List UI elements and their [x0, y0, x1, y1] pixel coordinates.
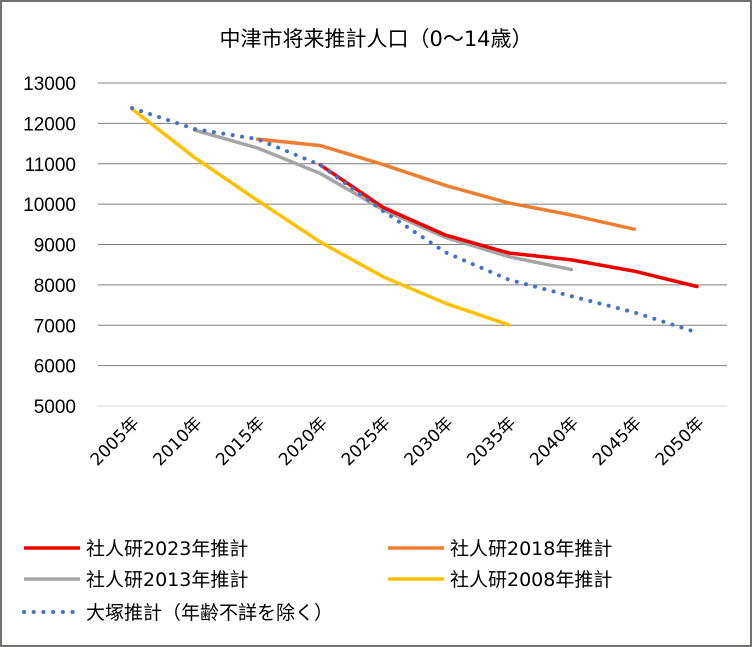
- y-tick-label: 11000: [25, 155, 76, 176]
- legend-item: 社人研2018年推計: [388, 538, 612, 560]
- series-line-0: [318, 163, 699, 289]
- series-line-4: [130, 106, 699, 335]
- chart-title: 中津市将来推計人口（0〜14歳）: [219, 27, 532, 51]
- y-tick-label: 9000: [34, 236, 76, 257]
- legend-label: 社人研2008年推計: [450, 569, 612, 591]
- x-tick-label: 2015年: [212, 413, 269, 470]
- x-tick-label: 2050年: [652, 413, 709, 470]
- y-tick-label: 6000: [34, 357, 76, 378]
- x-tick-label: 2020年: [275, 413, 332, 470]
- legend-label: 社人研2023年推計: [86, 538, 248, 560]
- x-tick-label: 2030年: [401, 413, 458, 470]
- series-line-3: [130, 107, 511, 327]
- series-line-1: [255, 137, 636, 231]
- y-axis-ticks: 13000 12000 11000 10000 9000 8000 7000 6000 5000: [23, 74, 76, 418]
- x-tick-label: 2035年: [463, 413, 520, 470]
- y-tick-label: 10000: [23, 195, 76, 216]
- legend-label: 社人研2018年推計: [450, 538, 612, 560]
- legend-item: 社人研2023年推計: [24, 538, 248, 560]
- gridlines: [98, 82, 727, 407]
- y-tick-label: 5000: [34, 397, 76, 418]
- y-tick-label: 8000: [34, 276, 76, 297]
- x-tick-label: 2010年: [150, 413, 207, 470]
- legend-item: 大塚推計（年齢不詳を除く）: [22, 602, 333, 624]
- y-tick-label: 13000: [23, 74, 76, 95]
- legend-label: 社人研2013年推計: [86, 569, 248, 591]
- y-tick-label: 7000: [34, 316, 76, 337]
- legend-item: 社人研2013年推計: [24, 569, 248, 591]
- x-tick-label: 2045年: [589, 413, 646, 470]
- x-tick-label: 2025年: [338, 413, 395, 470]
- legend-label: 大塚推計（年齢不詳を除く）: [86, 602, 333, 624]
- series-line-2: [193, 128, 574, 272]
- series-lines: [130, 106, 699, 335]
- x-tick-label: 2040年: [526, 413, 583, 470]
- x-tick-label: 2005年: [87, 413, 144, 470]
- y-tick-label: 12000: [23, 114, 76, 135]
- legend-item: 社人研2008年推計: [388, 569, 612, 591]
- x-axis-ticks: 2005年 2010年 2015年 2020年 2025年 2030年 2035年 2040年…: [87, 413, 709, 470]
